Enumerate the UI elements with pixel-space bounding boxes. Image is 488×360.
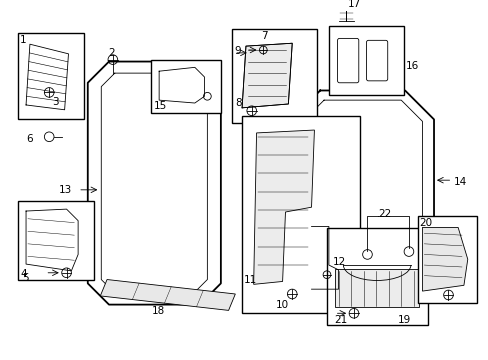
FancyBboxPatch shape: [337, 39, 358, 83]
Text: 18: 18: [151, 306, 164, 316]
Text: 11: 11: [244, 275, 257, 285]
Text: 2: 2: [108, 48, 114, 58]
Bar: [334, 269, 418, 307]
Bar: [328, 26, 403, 95]
Text: 4: 4: [20, 269, 27, 279]
Text: 14: 14: [453, 177, 467, 187]
Text: 3: 3: [52, 97, 59, 107]
Bar: [18, 201, 93, 280]
Bar: [151, 60, 221, 113]
Bar: [326, 228, 427, 325]
Text: 15: 15: [153, 101, 166, 111]
Bar: [242, 116, 359, 313]
Polygon shape: [422, 228, 467, 291]
Polygon shape: [253, 130, 314, 284]
Text: 13: 13: [59, 185, 72, 195]
Text: 5: 5: [22, 273, 29, 283]
Polygon shape: [242, 43, 292, 108]
Text: 19: 19: [397, 315, 410, 325]
Bar: [18, 33, 84, 120]
Text: 1: 1: [20, 35, 27, 45]
Text: 20: 20: [419, 218, 432, 228]
Text: 8: 8: [235, 98, 242, 108]
Text: 12: 12: [332, 257, 346, 267]
Text: 21: 21: [334, 315, 347, 325]
Text: 17: 17: [347, 0, 361, 9]
Polygon shape: [100, 279, 235, 310]
Text: 10: 10: [275, 300, 288, 310]
Text: 22: 22: [377, 209, 390, 219]
Text: 7: 7: [261, 31, 267, 41]
FancyBboxPatch shape: [366, 40, 387, 81]
Text: 16: 16: [405, 60, 418, 71]
Text: 9: 9: [234, 46, 241, 56]
Text: 6: 6: [26, 134, 33, 144]
Bar: [417, 216, 476, 303]
Bar: [232, 29, 317, 123]
